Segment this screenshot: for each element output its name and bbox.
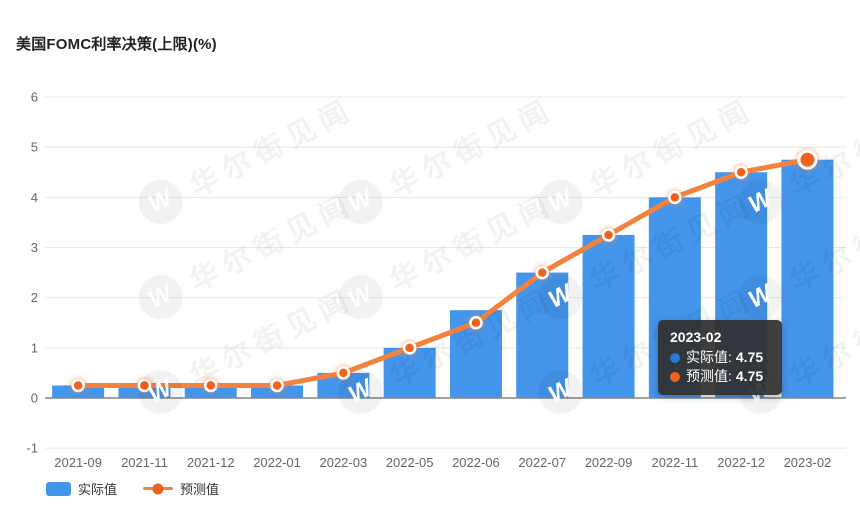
bar-2022-09[interactable] [582,234,635,398]
dot-2022-09[interactable] [601,228,616,242]
dot-2022-12[interactable] [734,165,748,179]
y-tick-4: 4 [31,190,38,205]
line-dot-swatch-icon [143,482,174,496]
bar-swatch-icon [46,481,71,496]
bar-2022-07[interactable] [516,272,569,398]
x-tick-2021-12: 2021-12 [187,455,235,470]
legend-item-actual[interactable]: 实际值 [46,479,117,498]
legend-forecast-label: 预测值 [180,482,220,497]
y-tick-6: 6 [31,89,38,104]
x-tick-2022-05: 2022-05 [386,455,434,470]
dot-2021-11[interactable] [137,378,152,393]
y-tick-5: 5 [31,140,38,155]
dot-2022-01[interactable] [270,378,284,393]
x-tick-2021-09: 2021-09 [54,455,102,470]
legend-actual-label: 实际值 [78,482,118,497]
y-tick-2: 2 [31,290,38,305]
y-tick--1: -1 [26,441,38,456]
legend-item-forecast[interactable]: 预测值 [143,479,219,498]
bar-2022-12[interactable] [715,172,768,398]
dot-2022-05[interactable] [402,341,417,355]
bar-2023-02[interactable] [781,159,834,398]
highlighted-dot-2023-02[interactable] [797,149,818,170]
dot-2022-03[interactable] [336,366,351,380]
x-tick-2022-06: 2022-06 [452,455,500,470]
x-tick-2022-07: 2022-07 [518,455,566,470]
y-tick-0: 0 [31,391,38,406]
dot-2022-07[interactable] [535,265,549,280]
x-tick-2022-11: 2022-11 [651,455,698,470]
x-tick-2021-11: 2021-11 [121,455,168,470]
chart-legend: 实际值 预测值 [46,479,219,498]
x-tick-2023-02: 2023-02 [784,455,832,470]
dot-2021-09[interactable] [71,378,85,393]
bar-2022-11[interactable] [648,197,701,398]
forecast-line[interactable] [75,157,810,388]
dot-2022-11[interactable] [668,190,682,205]
dot-2022-06[interactable] [469,315,483,330]
x-tick-2022-12: 2022-12 [717,455,765,470]
x-tick-2022-09: 2022-09 [585,455,633,470]
x-tick-2022-03: 2022-03 [319,455,367,470]
y-tick-1: 1 [31,340,38,355]
y-tick-3: 3 [31,240,38,255]
x-tick-2022-01: 2022-01 [253,455,301,470]
chart-title: 美国FOMC利率决策(上限)(%) [16,36,217,53]
dot-2021-12[interactable] [204,378,218,393]
